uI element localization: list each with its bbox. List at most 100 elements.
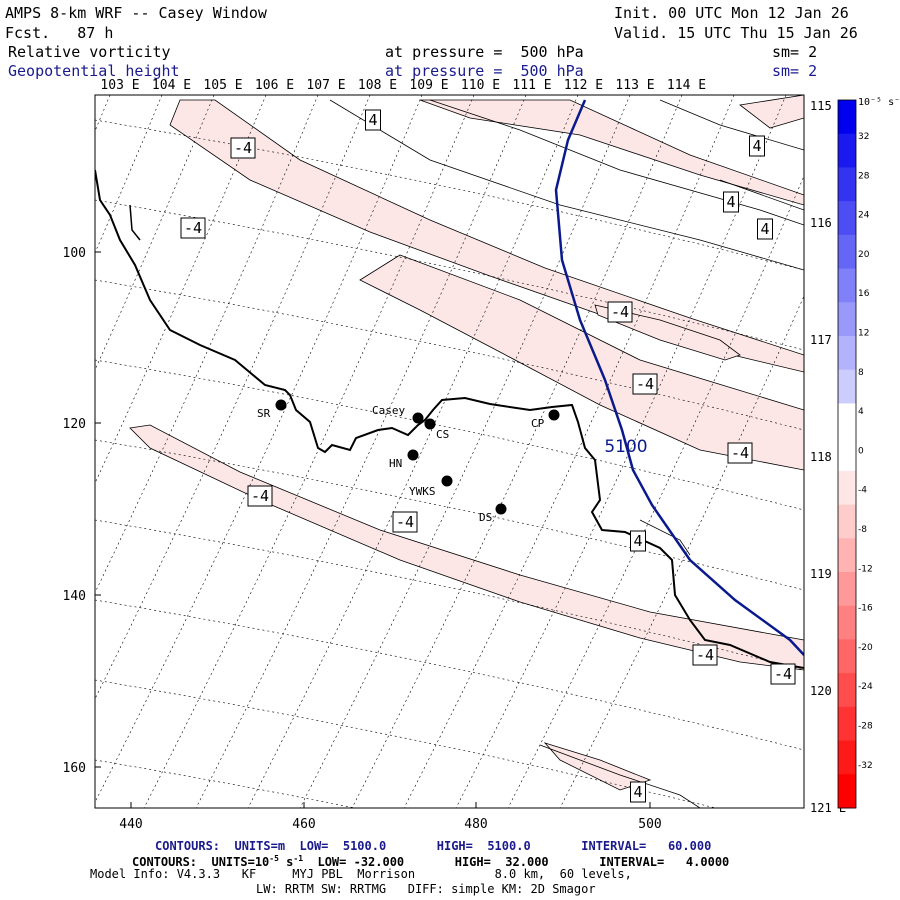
colorbar-label: -24 [858,682,873,692]
colorbar-label: -4 [858,486,867,496]
contour-label-box [723,191,739,213]
vorticity-contour [659,99,804,151]
contour-label-box [607,301,633,323]
contour-label-box [632,373,658,395]
valid-time: Valid. 15 UTC Thu 15 Jan 26 [614,24,858,42]
plot-area [95,95,804,808]
contour-label-box [230,137,256,159]
plot-frame [94,94,805,809]
colorbar-swatch [838,403,856,438]
lon-label-right: 119 E [810,567,846,581]
lon-label-top: 103 E [100,78,139,93]
vorticity-label-negative: -4 [692,644,718,666]
meridian-line [351,95,683,808]
parallel-line [95,599,804,751]
vorticity-contour [329,99,804,271]
lon-label-right: 116 E [810,216,846,230]
lon-label-right: 115 E [810,99,846,113]
colorbar-swatch [838,740,856,775]
vorticity-contour [539,744,701,808]
meridian-line [95,95,111,132]
parallel-line [95,679,717,808]
colorbar-label: 28 [858,171,870,181]
lon-label-right: 120 E [810,684,846,698]
vorticity-contour [719,179,804,211]
vorticity-negative-region [129,424,804,671]
forecast-hour: Fcst. 87 h [5,24,114,42]
vorticity-negative-region [739,95,804,129]
meridian-line [95,95,267,484]
height-contour-label: 5100 [604,437,647,457]
vorticity-contour [429,99,804,226]
x-tick-label: 440 [119,817,142,832]
lon-label-right: 121 E [810,801,846,815]
contour-label-text: -4 [234,139,252,157]
parallel-line [95,199,804,351]
colorbar-swatch [838,437,856,472]
vorticity-label-negative: -4 [632,373,658,395]
contour-label-box [757,218,773,240]
parallel-line [95,119,804,271]
colorbar-swatch [838,572,856,607]
geopotential-height-contour [554,99,804,656]
vorticity-label-positive: 4 [749,135,765,157]
lon-label-top: 114 E [667,78,706,93]
vorticity-label-positive: 4 [365,109,381,131]
colorbar-label: 4 [858,407,864,417]
colorbar-swatch [838,302,856,337]
colorbar-frame [837,99,857,809]
lon-label-right: 117 E [810,333,846,347]
colorbar-label: -20 [858,643,873,653]
station-marker-cs [424,418,436,430]
colorbar-swatch [838,639,856,674]
colorbar-label: 32 [858,132,869,142]
contour-label-box [365,109,381,131]
lon-label-top: 109 E [409,78,448,93]
colorbar-swatch [838,201,856,236]
contour-label-text: 4 [633,532,642,550]
field2-name: Geopotential height [8,62,180,80]
vorticity-label-positive: 4 [723,191,739,213]
station-marker-cp [548,409,560,421]
vorticity-label-negative: -4 [392,511,418,533]
colorbar-unit: 10⁻⁵ s⁻¹ [858,97,900,108]
lon-label-top: 108 E [358,78,397,93]
x-tick-label: 480 [464,817,487,832]
colorbar [837,99,857,809]
contour-label-box [180,217,206,239]
colorbar-swatch [838,336,856,371]
station-label-hn: HN [389,457,402,470]
contour-label-text: -4 [696,646,714,664]
contour-label-text: -4 [396,513,414,531]
footer-model-info: Model Info: V4.3.3 KF MYJ PBL Morrison 8… [90,867,632,881]
meridian-line [507,175,804,808]
colorbar-label: 8 [858,368,864,378]
colorbar-swatch [838,470,856,506]
meridian-line [95,95,371,700]
colorbar-swatch [838,706,856,742]
meridian-line [95,95,215,371]
lon-label-top: 113 E [615,78,654,93]
meridian-line [455,95,787,808]
contour-label-box [247,485,273,507]
colorbar-label: -16 [858,604,873,614]
contour-label-text: 4 [760,220,769,238]
colorbar-label: 12 [858,329,869,339]
footer-model-info-2: LW: RRTM SW: RRTMG DIFF: simple KM: 2D S… [256,882,596,896]
colorbar-swatch [838,369,856,404]
vorticity-label-positive: 4 [757,218,773,240]
meridian-line [299,95,631,808]
colorbar-swatch [838,774,856,809]
contour-label-box [727,442,753,464]
station-label-sr: SR [257,407,271,420]
vorticity-negative-region [169,99,804,373]
colorbar-label: -12 [858,564,873,574]
vorticity-label-negative: -4 [230,137,256,159]
coastline [129,204,141,241]
meridian-line [95,95,163,254]
colorbar-swatch [838,504,856,539]
meridian-line [403,95,735,808]
vorticity-label-negative: -4 [247,485,273,507]
vorticity-label-negative: -4 [727,442,753,464]
colorbar-label: 20 [858,250,870,260]
